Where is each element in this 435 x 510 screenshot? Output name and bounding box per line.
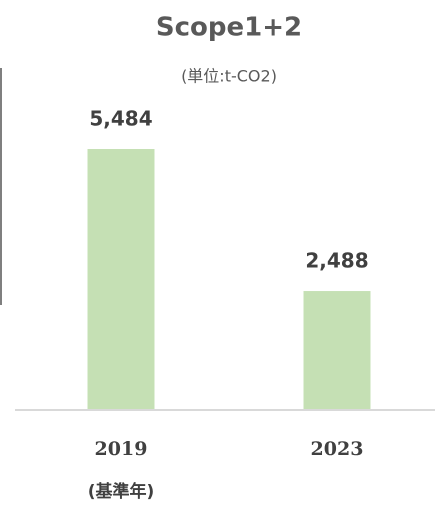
chart-subtitle: (単位:t-CO2) (181, 67, 277, 86)
bar (303, 291, 371, 409)
value-label: 5,484 (89, 107, 152, 131)
chart-title: Scope1+2 (156, 13, 302, 43)
x-tick-label: 2019 (95, 438, 148, 460)
x-tick-label: 2023 (311, 438, 364, 460)
category-note: (基準年) (88, 481, 155, 502)
value-label: 2,488 (305, 249, 368, 273)
bar (87, 149, 155, 409)
